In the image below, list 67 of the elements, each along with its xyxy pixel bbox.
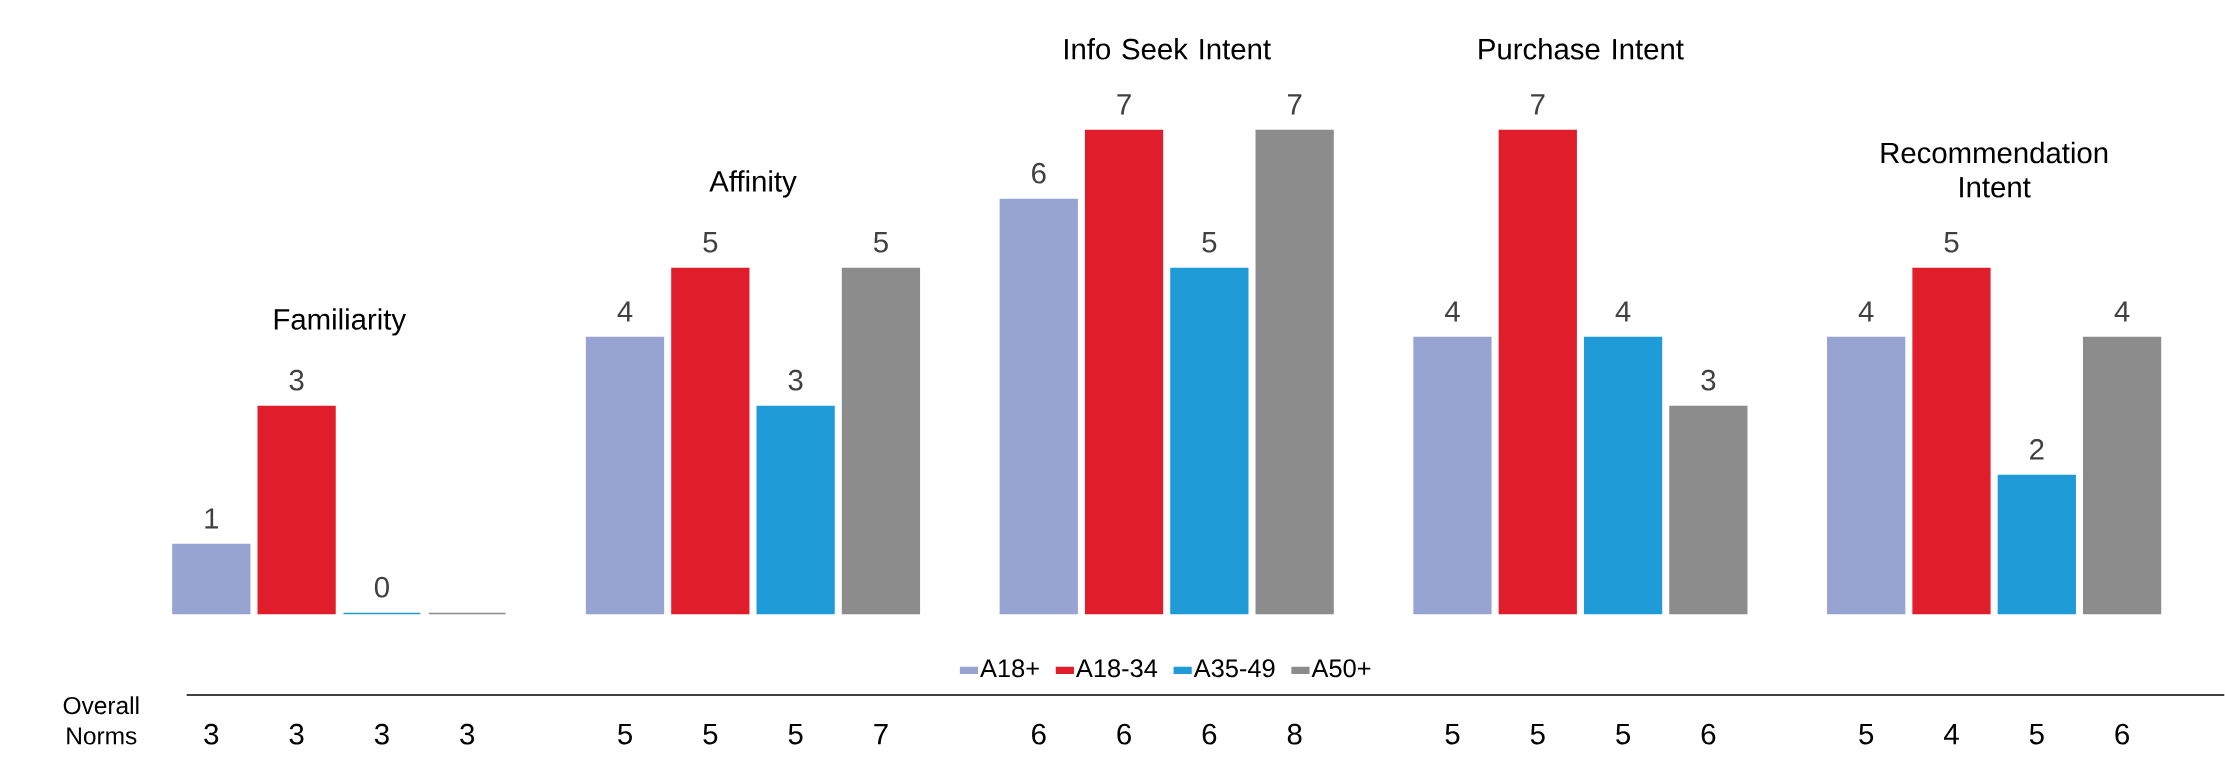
data-label: 4 (1444, 301, 1460, 322)
data-label: 7 (1117, 94, 1131, 115)
data-label: 2 (2030, 438, 2044, 460)
data-label: 6 (1032, 162, 1046, 184)
text: 3 (204, 723, 219, 745)
text: 7 (874, 723, 888, 745)
text: 6 (1202, 723, 1217, 745)
bar (1498, 129, 1577, 614)
text: 5 (1859, 723, 1874, 745)
text: 5 (1616, 723, 1631, 745)
bar (1255, 129, 1334, 614)
data-label: 3 (289, 369, 304, 391)
bar (172, 543, 251, 614)
bar (1413, 336, 1492, 614)
data-label: 5 (703, 231, 718, 253)
text: 8 (1287, 723, 1302, 745)
text: 4 (1944, 723, 1959, 745)
bar (585, 336, 665, 614)
data-label: 5 (1202, 231, 1217, 253)
text: Overall Norms (63, 696, 139, 745)
data-label: 4 (617, 301, 633, 322)
bar (1084, 129, 1164, 614)
bar (1583, 336, 1663, 614)
text: 5 (1445, 723, 1460, 745)
text: 3 (460, 723, 475, 745)
data-label: 4 (2114, 301, 2130, 322)
bar (1827, 336, 1906, 614)
text: 6 (2115, 723, 2129, 745)
data-label: 4 (1615, 301, 1631, 322)
text: 5 (618, 723, 632, 745)
text: 6 (1701, 723, 1716, 745)
text: 3 (289, 723, 304, 745)
data-label: 5 (873, 231, 888, 253)
data-label: 1 (205, 508, 219, 529)
bar (756, 405, 835, 614)
text: 5 (2029, 723, 2044, 745)
bar (257, 405, 336, 614)
x-tick-label: Info Seek Intent (1065, 37, 1271, 60)
bar (999, 198, 1078, 614)
legend-label: A18-34 (1075, 659, 1158, 678)
x-tick-label: Recommendation Intent (1881, 141, 2108, 198)
bar (1997, 474, 2076, 614)
text: 5 (1530, 723, 1545, 745)
text: 3 (374, 723, 389, 745)
bar (841, 267, 921, 614)
legend-label: A35-49 (1193, 659, 1275, 678)
data-label: 5 (1944, 231, 1959, 253)
data-label: 3 (1701, 369, 1716, 391)
bar (671, 267, 750, 614)
data-label: 0 (374, 576, 389, 598)
legend-label: A18+ (980, 659, 1039, 678)
x-tick-label: Familiarity (274, 308, 407, 336)
text: 6 (1032, 723, 1046, 745)
text: 5 (703, 723, 718, 745)
x-tick-label: Affinity (709, 170, 797, 198)
data-label: 7 (1531, 94, 1545, 115)
bar (1669, 405, 1748, 614)
text: 6 (1117, 723, 1131, 745)
data-label: 4 (1858, 301, 1874, 322)
legend-label: A50+ (1311, 659, 1371, 678)
data-label: 3 (788, 369, 803, 391)
bar (1912, 267, 1991, 614)
bar (2082, 336, 2162, 614)
bar (1170, 267, 1249, 614)
text: 5 (788, 723, 803, 745)
x-tick-label: Purchase Intent (1479, 37, 1684, 60)
data-label: 7 (1288, 94, 1302, 115)
